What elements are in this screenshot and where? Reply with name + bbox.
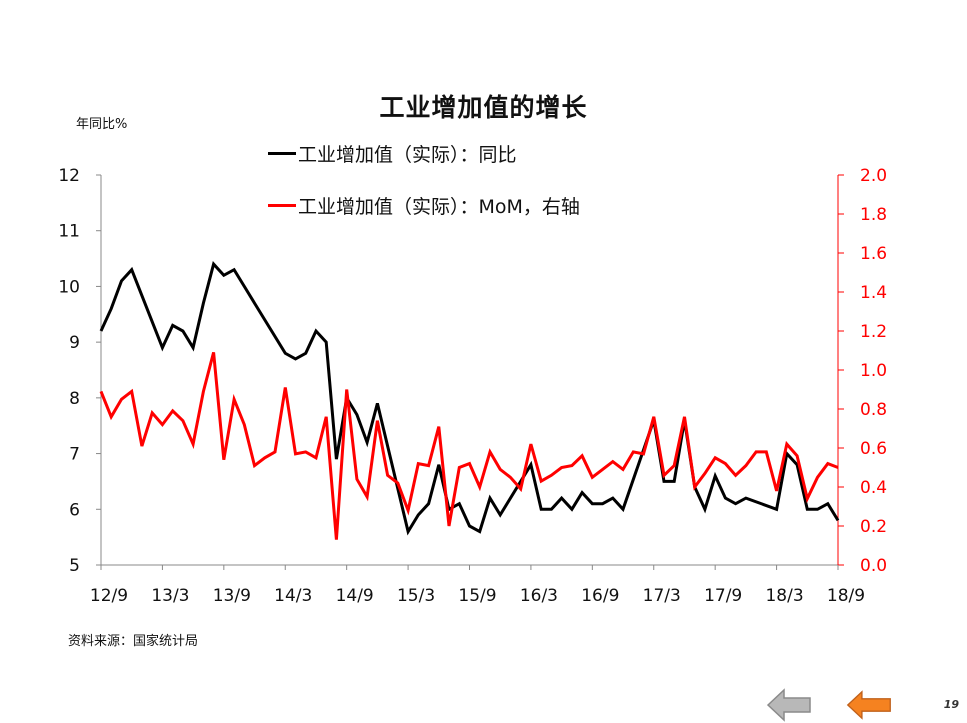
previous-arrow-icon[interactable] (766, 688, 812, 722)
right-y-tick-label: 0.0 (860, 556, 887, 576)
legend-label-mom: 工业增加值（实际）：MoM，右轴 (298, 196, 580, 218)
series-line-mom (99, 352, 839, 540)
right-y-tick-label: 1.0 (860, 361, 887, 381)
left-y-tick-label: 8 (69, 389, 80, 409)
x-tick-label: 16/9 (581, 586, 619, 606)
legend-swatch-black (268, 152, 296, 155)
series-line-yoy (99, 261, 840, 536)
right-y-tick-label: 1.8 (860, 205, 887, 225)
right-y-tick-label: 0.8 (860, 400, 887, 420)
legend-item-yoy: 工业增加值（实际）：同比 (268, 140, 517, 167)
page-number: 19 (943, 698, 959, 711)
left-y-tick-label: 6 (69, 500, 80, 520)
legend-label-yoy: 工业增加值（实际）：同比 (298, 144, 517, 166)
left-y-tick-label: 5 (69, 556, 80, 576)
data-source-note: 资料来源：国家统计局 (68, 634, 199, 649)
x-tick-label: 15/9 (458, 586, 496, 606)
left-y-tick-label: 9 (69, 333, 80, 353)
right-y-tick-label: 1.4 (860, 283, 887, 303)
x-tick-label: 12/9 (90, 586, 128, 606)
x-tick-label: 14/3 (274, 586, 312, 606)
x-tick-label: 13/3 (151, 586, 189, 606)
x-tick-label: 18/9 (827, 586, 865, 606)
right-y-tick-label: 1.2 (860, 322, 887, 342)
right-y-tick-label: 0.2 (860, 517, 887, 537)
x-tick-label: 13/9 (213, 586, 251, 606)
legend-swatch-red (268, 204, 296, 207)
x-tick-label: 16/3 (520, 586, 558, 606)
right-y-tick-label: 1.6 (860, 244, 887, 264)
legend-item-mom: 工业增加值（实际）：MoM，右轴 (268, 192, 580, 219)
right-y-tick-label: 0.6 (860, 439, 887, 459)
next-arrow-icon[interactable] (846, 688, 892, 722)
right-y-tick-label: 0.4 (860, 478, 887, 498)
x-tick-label: 17/9 (704, 586, 742, 606)
chart-title: 工业增加值的增长 (379, 93, 588, 122)
left-y-axis-label: 年同比% (76, 117, 128, 132)
left-y-tick-label: 11 (58, 222, 80, 242)
x-tick-label: 18/3 (765, 586, 803, 606)
left-y-tick-label: 7 (69, 445, 80, 465)
x-tick-label: 14/9 (336, 586, 374, 606)
right-y-tick-label: 2.0 (860, 166, 887, 186)
x-tick-label: 17/3 (643, 586, 681, 606)
x-tick-label: 15/3 (397, 586, 435, 606)
left-y-tick-label: 12 (58, 166, 80, 186)
left-y-tick-label: 10 (58, 277, 80, 297)
